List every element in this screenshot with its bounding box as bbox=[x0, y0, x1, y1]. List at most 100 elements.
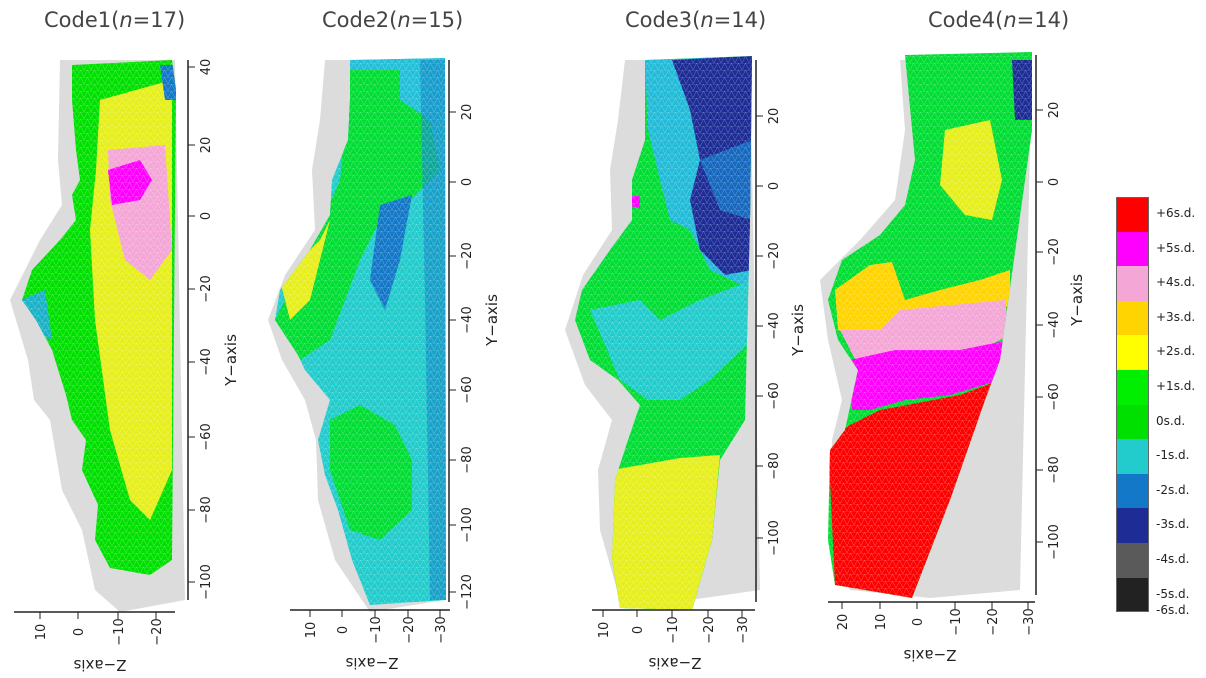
y-tick-label: −20 bbox=[199, 275, 214, 302]
y-tick-label: −60 bbox=[199, 423, 214, 450]
panel-title-code4: Code4(n=14) bbox=[928, 8, 1070, 32]
z-tick-label: −10 bbox=[949, 608, 964, 635]
legend-label: +5s.d. bbox=[1156, 240, 1196, 255]
legend-label: -5s.d. bbox=[1156, 586, 1190, 601]
y-tick-label: −40 bbox=[199, 348, 214, 375]
legend-label: +4s.d. bbox=[1156, 275, 1196, 290]
y-axis-title-code1: Y−axis bbox=[222, 334, 240, 387]
legend-swatch bbox=[1116, 404, 1149, 440]
panel-title-code1: Code1(n=17) bbox=[44, 8, 186, 32]
legend-swatch bbox=[1116, 197, 1149, 232]
z-tick-label: −10 bbox=[666, 616, 681, 643]
y-tick-label: 0 bbox=[199, 212, 214, 220]
y-tick-label: −20 bbox=[1047, 238, 1062, 265]
z-axis-title-code2: Z−axis bbox=[345, 654, 398, 672]
y-tick-label: 20 bbox=[1047, 102, 1062, 119]
y-tick-label: −100 bbox=[767, 520, 782, 556]
legend-label: +2s.d. bbox=[1156, 344, 1196, 359]
y-tick-label: 0 bbox=[460, 178, 475, 186]
z-tick-label: −20 bbox=[986, 608, 1001, 635]
legend-row-minus1: -1s.d. bbox=[1116, 439, 1206, 474]
legend-swatch bbox=[1116, 266, 1149, 301]
y-ticks-code1: 40 20 0 −20 −40 −60 −80 −100 bbox=[188, 59, 214, 600]
y-tick-label: 40 bbox=[199, 59, 214, 76]
y-axis-title-code4: Y−axis bbox=[1068, 274, 1086, 327]
legend-label: +6s.d. bbox=[1156, 206, 1196, 220]
y-tick-label: −80 bbox=[460, 446, 475, 473]
z-tick-label: 0 bbox=[631, 626, 646, 634]
z-tick-label: −30 bbox=[736, 616, 751, 643]
z-tick-label: −30 bbox=[434, 616, 449, 643]
legend-label: +3s.d. bbox=[1156, 309, 1196, 324]
legend-label: 0s.d. bbox=[1156, 413, 1186, 428]
legend-row-plus6: +6s.d. bbox=[1116, 197, 1206, 232]
y-tick-label: −60 bbox=[460, 376, 475, 403]
y-tick-label: 20 bbox=[460, 104, 475, 121]
panel-title-code2: Code2(n=15) bbox=[322, 8, 464, 32]
legend-row-minus5: -5s.d. bbox=[1116, 577, 1206, 613]
y-axis-title-code2: Y−axis bbox=[483, 294, 501, 347]
legend-label: -4s.d. bbox=[1156, 551, 1190, 566]
y-ticks-code4: 20 0 −20 −40 −60 −80 −100 bbox=[1036, 102, 1062, 560]
y-tick-label: −20 bbox=[460, 242, 475, 269]
legend-swatch bbox=[1116, 473, 1149, 509]
y-ticks-code2: 20 0 −20 −40 −60 −80 −100 −120 bbox=[449, 104, 475, 610]
z-tick-label: −30 bbox=[1022, 608, 1037, 635]
y-tick-label: 0 bbox=[1047, 178, 1062, 186]
y-tick-label: −60 bbox=[767, 382, 782, 409]
legend-swatch bbox=[1116, 508, 1149, 543]
legend-row-plus2: +2s.d. bbox=[1116, 335, 1206, 370]
z-tick-label: 20 bbox=[836, 614, 851, 631]
legend-row-zero: 0s.d. bbox=[1116, 404, 1206, 440]
z-axis-title-code1: Z−axis bbox=[73, 656, 126, 674]
z-axis-title-code3: Z−axis bbox=[648, 654, 701, 672]
z-tick-label: 0 bbox=[911, 618, 926, 626]
z-ticks-code1: 10 0 −10 −20 bbox=[34, 612, 165, 646]
legend-row-minus2: -2s.d. bbox=[1116, 473, 1206, 509]
z-tick-label: −10 bbox=[369, 616, 384, 643]
legend-row-plus5: +5s.d. bbox=[1116, 231, 1206, 267]
z-tick-label: 0 bbox=[72, 628, 87, 636]
z-tick-label: 0 bbox=[336, 626, 351, 634]
legend-row-plus3: +3s.d. bbox=[1116, 300, 1206, 336]
y-tick-label: −40 bbox=[767, 312, 782, 339]
z-tick-label: 10 bbox=[874, 614, 889, 631]
z-axis-title-code4: Z−axis bbox=[903, 646, 956, 664]
y-tick-label: −40 bbox=[1047, 311, 1062, 338]
y-tick-label: −60 bbox=[1047, 383, 1062, 410]
y-tick-label: 20 bbox=[199, 137, 214, 154]
y-tick-label: −100 bbox=[199, 564, 214, 600]
legend-swatch bbox=[1116, 300, 1149, 336]
legend-swatch bbox=[1116, 439, 1149, 474]
legend-swatch bbox=[1116, 335, 1149, 370]
z-tick-label: −20 bbox=[702, 616, 717, 643]
z-tick-label: 10 bbox=[597, 622, 612, 639]
legend-label: -2s.d. bbox=[1156, 482, 1190, 497]
legend-swatch bbox=[1116, 231, 1149, 267]
z-tick-label: −20 bbox=[402, 616, 417, 643]
y-tick-label: −120 bbox=[460, 574, 475, 610]
z-tick-label: 10 bbox=[34, 624, 49, 641]
legend-swatch bbox=[1116, 542, 1149, 578]
y-axis-title-code3: Y−axis bbox=[789, 304, 807, 357]
y-ticks-code3: 20 0 −20 −40 −60 −80 −100 bbox=[756, 108, 782, 556]
y-tick-label: −80 bbox=[199, 496, 214, 523]
z-ticks-code4: 20 10 0 −10 −20 −30 bbox=[836, 602, 1037, 636]
legend-row-minus4: -4s.d. bbox=[1116, 542, 1206, 578]
y-tick-label: −80 bbox=[1047, 456, 1062, 483]
legend-swatch bbox=[1116, 369, 1149, 405]
legend-row-plus1: +1s.d. bbox=[1116, 369, 1206, 405]
y-tick-label: −100 bbox=[1047, 524, 1062, 560]
legend-label: -1s.d. bbox=[1156, 448, 1190, 463]
legend-label-minus6: -6s.d. bbox=[1156, 603, 1190, 617]
legend-label: -3s.d. bbox=[1156, 517, 1190, 532]
y-tick-label: −100 bbox=[460, 507, 475, 543]
panel-title-code3: Code3(n=14) bbox=[625, 8, 767, 32]
legend-label: +1s.d. bbox=[1156, 378, 1196, 393]
color-scale-legend: +6s.d. +5s.d. +4s.d. +3s.d. +2s.d. +1s.d… bbox=[1116, 197, 1206, 613]
y-tick-label: 20 bbox=[767, 108, 782, 125]
